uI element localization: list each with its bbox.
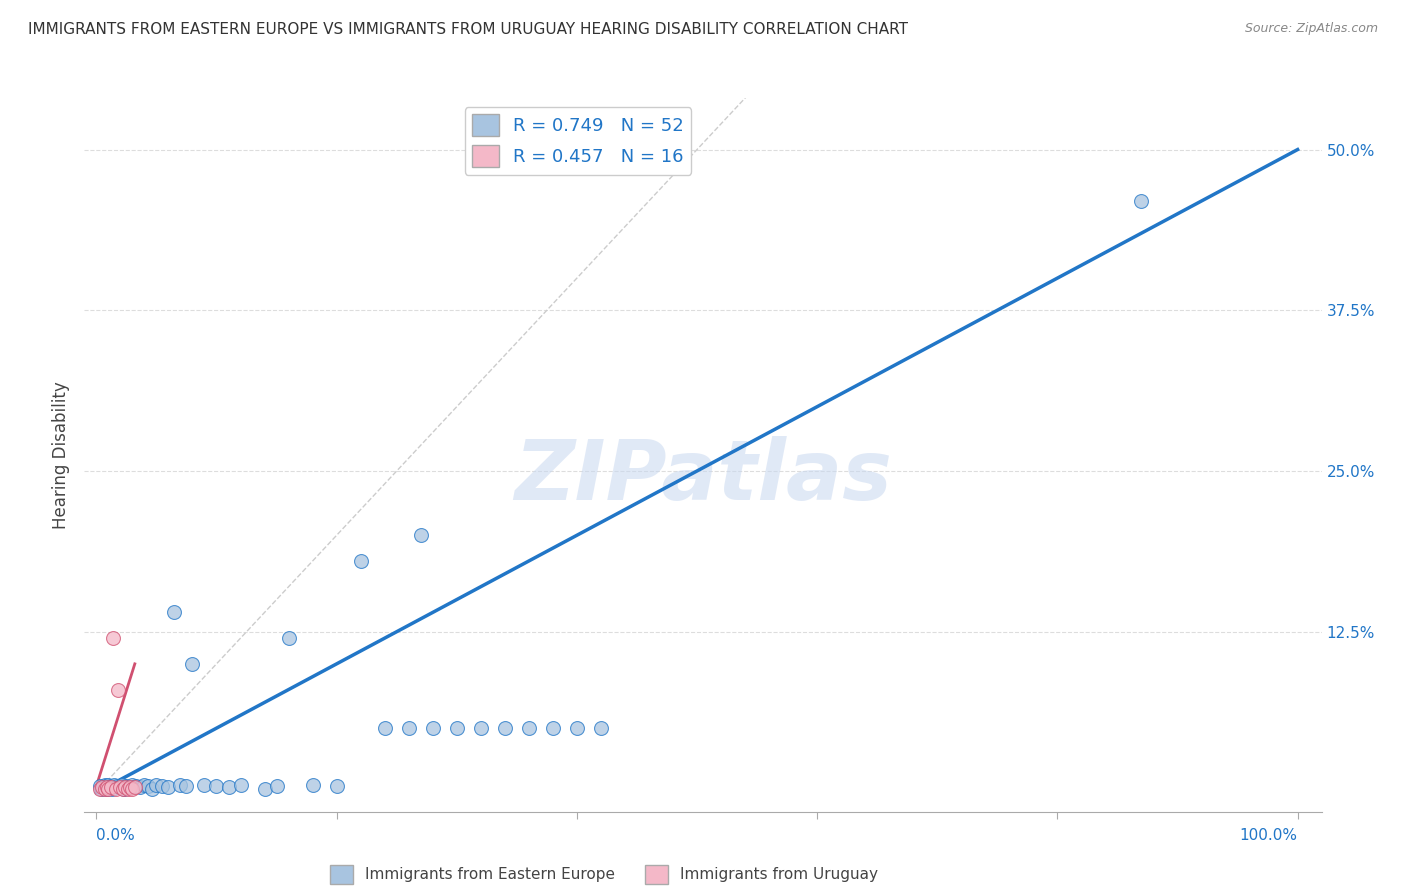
Point [193, 778, 215, 792]
Point [103, 778, 125, 792]
Point [141, 781, 163, 796]
Point [108, 780, 131, 795]
Point [409, 528, 432, 542]
Point [218, 780, 240, 795]
Point [114, 780, 136, 795]
Point [91, 781, 114, 796]
Point [105, 779, 128, 793]
Point [94, 778, 117, 792]
Point [124, 780, 146, 795]
Point [325, 779, 347, 793]
Point [494, 721, 516, 735]
Point [94, 781, 117, 796]
Point [266, 779, 288, 793]
Point [157, 780, 180, 795]
Point [229, 778, 252, 792]
Point [111, 781, 134, 796]
Point [91, 780, 114, 795]
Point [589, 721, 612, 735]
Point [163, 606, 186, 620]
Point [89, 781, 111, 796]
Point [565, 721, 588, 735]
Point [169, 778, 191, 792]
Point [100, 780, 122, 795]
Point [205, 779, 228, 793]
Point [422, 721, 444, 735]
Point [100, 779, 122, 793]
Point [128, 780, 150, 795]
Point [145, 778, 167, 792]
Point [253, 781, 276, 796]
Point [89, 779, 111, 793]
Point [101, 781, 124, 796]
Point [96, 780, 118, 795]
Point [374, 721, 396, 735]
Point [301, 778, 323, 792]
Point [134, 778, 156, 792]
Legend: Immigrants from Eastern Europe, Immigrants from Uruguay: Immigrants from Eastern Europe, Immigran… [323, 859, 884, 889]
Text: Source: ZipAtlas.com: Source: ZipAtlas.com [1244, 22, 1378, 36]
Point [517, 721, 540, 735]
Point [446, 721, 468, 735]
Point [110, 778, 132, 792]
Point [121, 781, 143, 796]
Point [97, 778, 120, 792]
Point [93, 780, 115, 795]
Point [98, 780, 121, 795]
Point [110, 780, 132, 795]
Y-axis label: Hearing Disability: Hearing Disability [52, 381, 70, 529]
Point [103, 631, 125, 645]
Point [152, 779, 174, 793]
Point [118, 780, 141, 795]
Point [117, 781, 139, 796]
Point [94, 779, 117, 793]
Point [125, 779, 148, 793]
Text: ZIPatlas: ZIPatlas [515, 436, 891, 516]
Point [107, 682, 129, 697]
Point [176, 779, 198, 793]
Text: 100.0%: 100.0% [1240, 829, 1298, 844]
Point [350, 554, 373, 568]
Point [104, 781, 127, 796]
Point [118, 780, 141, 795]
Point [470, 721, 492, 735]
Point [112, 781, 135, 796]
Point [541, 721, 564, 735]
Point [181, 657, 204, 671]
Point [398, 721, 420, 735]
Point [96, 781, 118, 796]
Point [121, 778, 143, 792]
Point [136, 779, 159, 793]
Point [115, 779, 138, 793]
Text: 0.0%: 0.0% [97, 829, 135, 844]
Point [277, 631, 299, 645]
Text: IMMIGRANTS FROM EASTERN EUROPE VS IMMIGRANTS FROM URUGUAY HEARING DISABILITY COR: IMMIGRANTS FROM EASTERN EUROPE VS IMMIGR… [28, 22, 908, 37]
Point [1130, 194, 1153, 208]
Point [97, 781, 120, 796]
